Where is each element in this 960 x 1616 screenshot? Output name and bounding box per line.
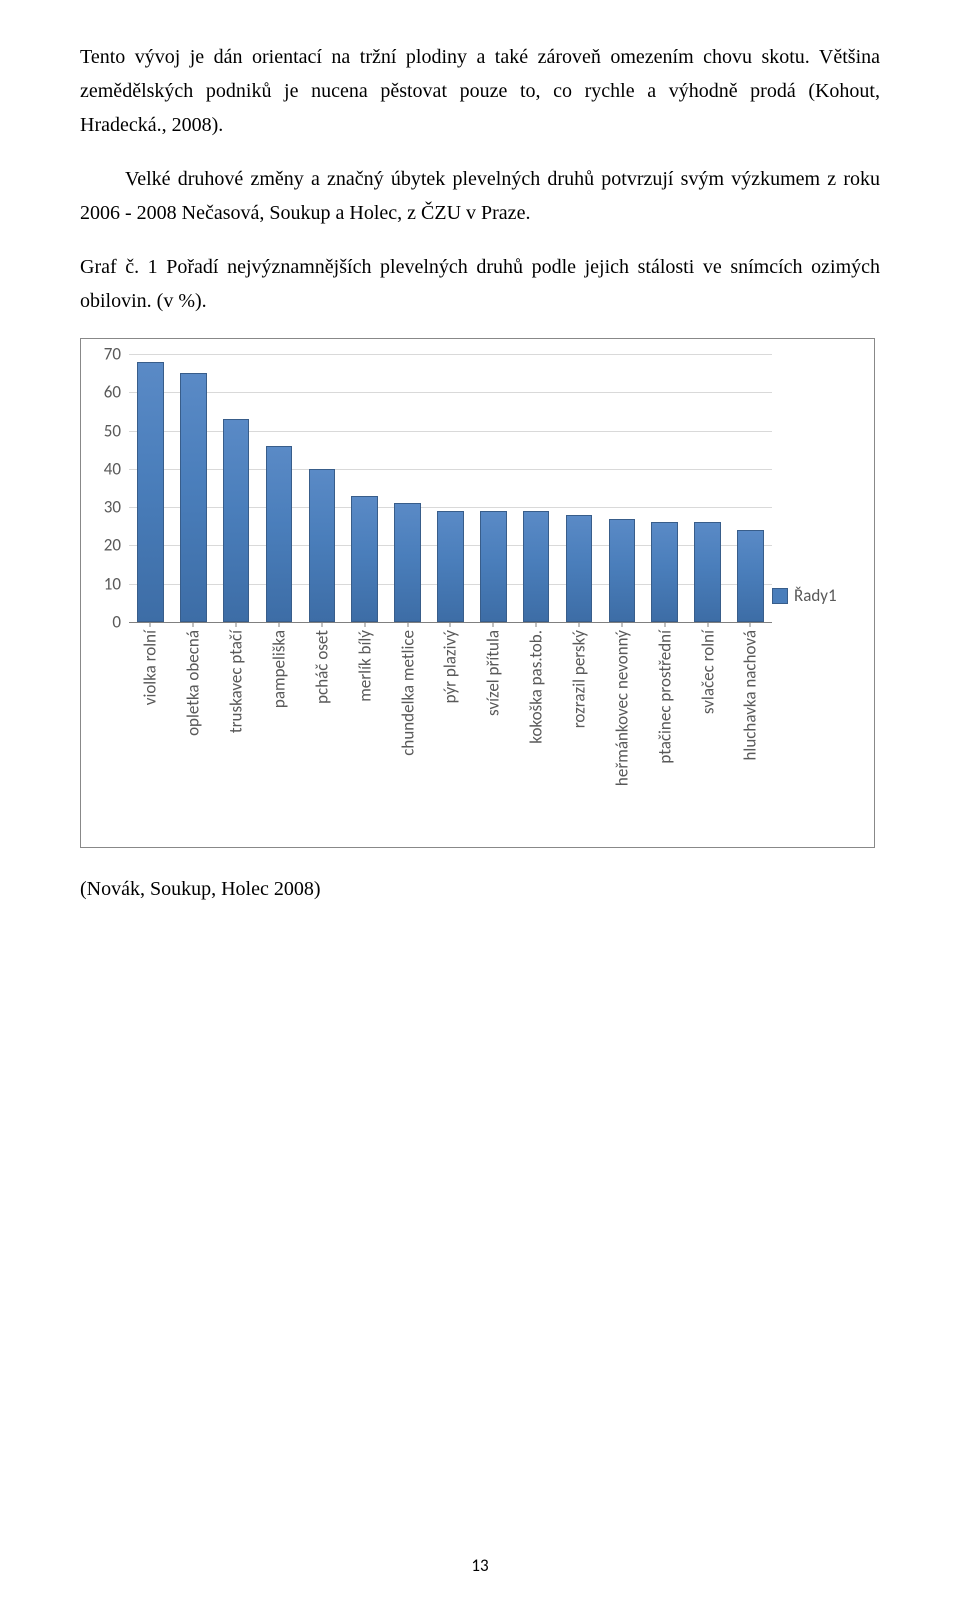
x-tick [236, 622, 237, 627]
x-label-slot: svlačec rolní [686, 622, 729, 837]
bar [223, 419, 250, 622]
bar-slot [300, 354, 343, 622]
chart-citation: (Novák, Soukup, Holec 2008) [80, 878, 880, 901]
bar [437, 511, 464, 622]
x-category-label: truskavec ptačí [226, 630, 247, 733]
bar-slot [429, 354, 472, 622]
chart-legend: Řady1 [772, 354, 862, 837]
bar-slot [172, 354, 215, 622]
x-label-slot: pýr plazivý [429, 622, 472, 837]
x-category-label: heřmánkovec nevonný [611, 630, 632, 786]
x-label-slot: opletka obecná [172, 622, 215, 837]
bar-slot [215, 354, 258, 622]
legend-swatch [772, 588, 788, 604]
bar [480, 511, 507, 622]
x-tick [150, 622, 151, 627]
x-label-slot: pampeliška [258, 622, 301, 837]
x-tick [279, 622, 280, 627]
x-tick [450, 622, 451, 627]
chart-axis-area: 010203040506070 [129, 354, 772, 622]
bar [609, 519, 636, 622]
paragraph-1: Tento vývoj je dán orientací na tržní pl… [80, 40, 880, 142]
x-tick [493, 622, 494, 627]
chart-plot-zone: 010203040506070 violka rolní opletka obec… [93, 354, 772, 837]
y-tick-label: 0 [112, 612, 129, 633]
bar [137, 362, 164, 622]
chart-caption: Graf č. 1 Pořadí nejvýznamnějších plevel… [80, 250, 880, 318]
y-tick-label: 70 [104, 344, 129, 365]
bar-slot [472, 354, 515, 622]
bar-slot [643, 354, 686, 622]
x-category-label: pýr plazivý [440, 630, 461, 703]
x-category-label: violka rolní [140, 630, 161, 705]
bar-slot [343, 354, 386, 622]
bar-slot [515, 354, 558, 622]
x-tick [364, 622, 365, 627]
x-label-slot: violka rolní [129, 622, 172, 837]
y-tick-label: 60 [104, 382, 129, 403]
bar-slot [386, 354, 429, 622]
bar [566, 515, 593, 622]
x-category-label: ptačinec prostřední [654, 630, 675, 764]
x-label-slot: truskavec ptačí [215, 622, 258, 837]
y-tick-label: 20 [104, 535, 129, 556]
paragraph-2: Velké druhové změny a značný úbytek plev… [80, 162, 880, 230]
x-tick [621, 622, 622, 627]
x-tick [321, 622, 322, 627]
x-tick [536, 622, 537, 627]
bar-slot [729, 354, 772, 622]
x-label-slot: chundelka metlice [386, 622, 429, 837]
x-label-slot: kokoška pas.tob. [515, 622, 558, 837]
bar-slot [558, 354, 601, 622]
chart-bars [129, 354, 772, 622]
x-category-label: rozrazil perský [569, 630, 590, 728]
x-category-label: kokoška pas.tob. [526, 630, 547, 744]
x-tick [193, 622, 194, 627]
x-category-label: pcháč oset [311, 630, 332, 704]
x-label-slot: heřmánkovec nevonný [600, 622, 643, 837]
y-tick-label: 40 [104, 458, 129, 479]
x-tick [407, 622, 408, 627]
bar [180, 373, 207, 622]
bar [523, 511, 550, 622]
x-label-slot: svízel přítula [472, 622, 515, 837]
bar [309, 469, 336, 622]
x-category-label: merlík bílý [354, 630, 375, 702]
chart-plot-area: 010203040506070 [93, 354, 772, 622]
bar-slot [129, 354, 172, 622]
x-category-label: svízel přítula [483, 630, 504, 716]
x-tick [750, 622, 751, 627]
y-tick-label: 50 [104, 420, 129, 441]
y-tick-label: 30 [104, 497, 129, 518]
bar [651, 522, 678, 622]
bar-slot [258, 354, 301, 622]
x-category-label: hluchavka nachová [740, 630, 761, 761]
x-label-slot: hluchavka nachová [729, 622, 772, 837]
document-page: Tento vývoj je dán orientací na tržní pl… [0, 0, 960, 1616]
bar-slot [600, 354, 643, 622]
bar-chart: 010203040506070 violka rolníopletka obec… [80, 338, 875, 848]
legend-label: Řady1 [794, 585, 837, 606]
bar [737, 530, 764, 622]
x-category-label: svlačec rolní [697, 630, 718, 714]
bar [394, 503, 421, 622]
bar [694, 522, 721, 622]
x-category-label: pampeliška [269, 630, 290, 708]
x-category-label: chundelka metlice [397, 630, 418, 756]
x-tick [707, 622, 708, 627]
x-tick [579, 622, 580, 627]
page-number: 13 [0, 1555, 960, 1576]
y-tick-label: 10 [104, 573, 129, 594]
x-category-label: opletka obecná [183, 630, 204, 736]
x-tick [664, 622, 665, 627]
x-label-slot: rozrazil perský [558, 622, 601, 837]
x-label-slot: merlík bílý [343, 622, 386, 837]
bar [351, 496, 378, 622]
x-label-slot: ptačinec prostřední [643, 622, 686, 837]
x-label-slot: pcháč oset [300, 622, 343, 837]
chart-x-labels: violka rolní opletka obecná truskavec ptač… [129, 622, 772, 837]
bar-slot [686, 354, 729, 622]
bar [266, 446, 293, 622]
